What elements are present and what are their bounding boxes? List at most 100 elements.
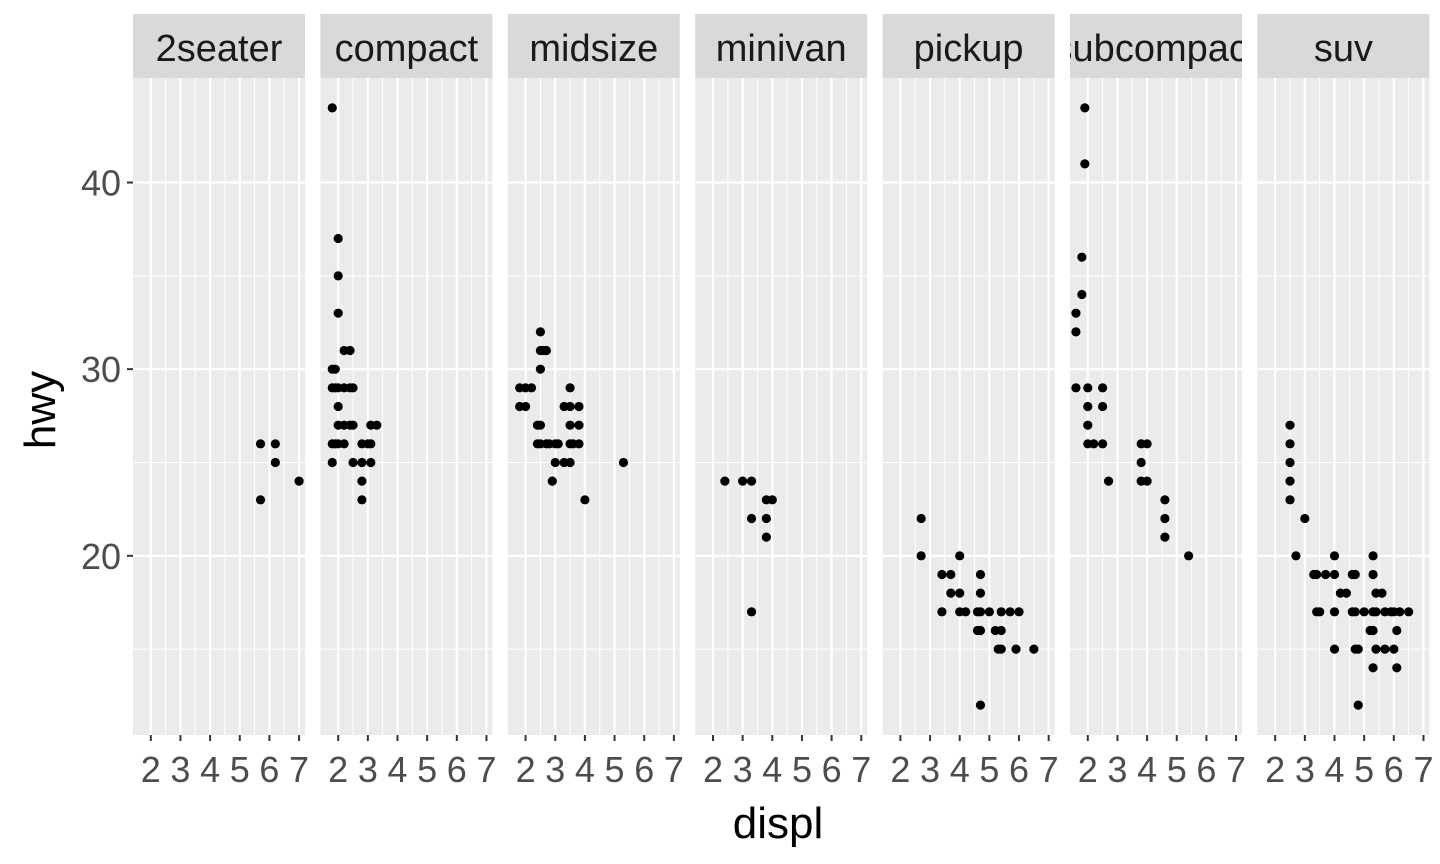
x-tick-label: 5 [417, 749, 437, 790]
data-point [916, 551, 926, 561]
facet-panel-background [507, 78, 680, 735]
data-point [255, 495, 266, 505]
data-point [975, 607, 986, 617]
data-point [1353, 644, 1363, 654]
data-point [565, 420, 575, 430]
facet-strip-label: compact [335, 28, 479, 70]
x-tick-label: 7 [851, 749, 871, 790]
data-point [984, 607, 994, 617]
data-point [1329, 551, 1340, 561]
x-tick-label: 5 [979, 749, 999, 790]
x-tick-label: 7 [476, 749, 496, 790]
x-tick-label: 6 [447, 749, 467, 790]
data-point [996, 607, 1006, 617]
data-point [1083, 401, 1093, 412]
data-point [1368, 551, 1378, 561]
facet-panel-background [133, 78, 305, 735]
data-point [366, 439, 376, 449]
data-point [746, 607, 757, 617]
x-tick-label: 3 [170, 749, 190, 790]
data-point [1377, 588, 1387, 598]
data-point [1285, 495, 1295, 505]
data-point [333, 401, 343, 412]
x-axis-title: displ [733, 799, 824, 848]
data-point [746, 513, 757, 524]
data-point [955, 551, 965, 561]
facet-pickup: pickup 2 3 4 5 6 7 [882, 14, 1059, 790]
x-tick-label: 2 [703, 749, 723, 790]
data-point [1285, 420, 1295, 430]
data-point [1071, 383, 1081, 393]
data-point [1353, 700, 1363, 710]
facet-strip [695, 14, 868, 78]
data-point [553, 439, 563, 449]
data-point [1184, 551, 1194, 561]
x-tick-label: 4 [762, 749, 782, 790]
data-point [357, 495, 367, 505]
data-point [550, 457, 560, 468]
facet-suv: suv 2 3 4 5 6 7 [1257, 14, 1433, 790]
data-point [972, 625, 983, 636]
facet-panel-background [1070, 78, 1242, 735]
x-tick-label: 2 [890, 749, 910, 790]
x-tick-label: 3 [920, 749, 940, 790]
data-point [535, 420, 546, 430]
facet-minivan: minivan 2 3 4 5 6 7 [695, 14, 871, 790]
data-point [761, 532, 771, 542]
data-point [348, 457, 358, 468]
facet-strip [320, 14, 493, 78]
data-point [1321, 569, 1331, 580]
x-tick-label: 6 [259, 749, 279, 790]
data-point [574, 439, 584, 449]
facet-midsize: midsize 2 3 4 5 6 7 [507, 14, 684, 790]
x-tick-label: 5 [1354, 749, 1374, 790]
data-point [1083, 383, 1093, 393]
data-point [1285, 457, 1295, 468]
data-point [348, 383, 358, 393]
data-point [1404, 607, 1414, 617]
facet-panel-background [320, 78, 493, 735]
data-point [565, 401, 575, 412]
y-tick-label: 20 [81, 536, 121, 577]
x-tick-label: 5 [792, 749, 812, 790]
data-point [255, 439, 266, 449]
data-point [1380, 644, 1390, 654]
data-point [916, 513, 926, 524]
data-point [1080, 159, 1090, 169]
data-point [975, 569, 986, 580]
y-tick-label: 30 [81, 349, 121, 390]
data-point [761, 513, 771, 524]
data-point [618, 457, 629, 468]
x-tick-label: 7 [664, 749, 684, 790]
facet-2seater: 2seater 2 3 4 5 6 7 [133, 14, 309, 790]
data-point [526, 383, 537, 393]
data-point [541, 345, 551, 356]
data-point [1089, 439, 1099, 449]
facet-strip [1070, 14, 1242, 78]
data-point [1291, 551, 1301, 561]
facet-strip [507, 14, 680, 78]
x-tick-label: 4 [950, 749, 970, 790]
data-point [520, 401, 531, 412]
x-tick-label: 3 [1295, 749, 1315, 790]
data-point [1392, 663, 1402, 673]
data-point [348, 420, 358, 430]
data-point [1098, 383, 1108, 393]
data-point [1329, 607, 1340, 617]
data-point [975, 700, 986, 710]
data-point [357, 457, 367, 468]
x-tick-label: 6 [822, 749, 842, 790]
data-point [580, 495, 590, 505]
x-tick-label: 5 [605, 749, 625, 790]
y-tick-label: 40 [81, 163, 121, 204]
x-tick-label: 2 [1265, 749, 1285, 790]
data-point [1329, 644, 1340, 654]
data-point [1098, 439, 1108, 449]
data-point [339, 439, 349, 449]
data-point [1300, 513, 1310, 524]
data-point [937, 569, 947, 580]
data-point [327, 103, 337, 113]
data-point [1359, 607, 1369, 617]
data-point [1098, 401, 1108, 412]
